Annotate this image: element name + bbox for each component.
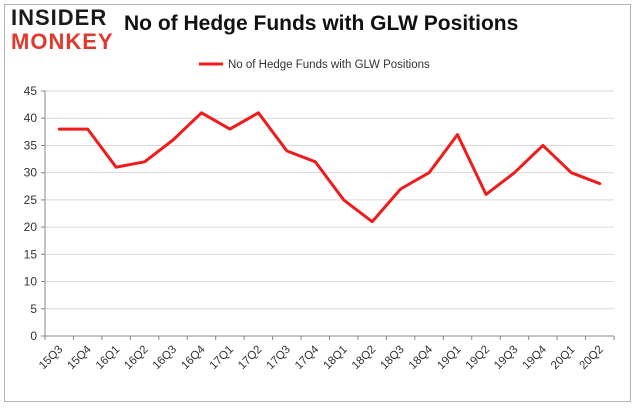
x-tick-label: 17Q1 — [208, 344, 236, 372]
y-tick-label: 10 — [24, 275, 38, 289]
logo-line-1: INSIDER — [11, 5, 108, 30]
series-line-0 — [57, 111, 602, 224]
y-tick-label: 25 — [24, 193, 38, 207]
x-tick-label: 16Q2 — [122, 344, 150, 372]
x-tick-label: 19Q3 — [492, 344, 520, 372]
x-tick-label: 20Q1 — [549, 344, 577, 372]
x-tick-label: 19Q1 — [435, 344, 463, 372]
x-tick-label: 17Q4 — [293, 343, 322, 372]
y-tick-label: 5 — [30, 302, 37, 316]
y-tick-labels: 0 5 10 15 20 25 30 35 40 45 — [24, 84, 38, 343]
axes — [41, 90, 615, 340]
y-tick-label: 15 — [24, 247, 38, 261]
x-tick-label: 15Q3 — [37, 344, 65, 372]
y-tick-label: 40 — [24, 111, 38, 125]
x-tick-label: 17Q2 — [236, 344, 264, 372]
y-tick-label: 45 — [24, 84, 38, 98]
x-tick-label: 16Q3 — [151, 344, 179, 372]
x-tick-label: 18Q4 — [407, 343, 436, 372]
legend-label: No of Hedge Funds with GLW Positions — [228, 59, 430, 71]
x-tick-label: 17Q3 — [265, 344, 293, 372]
x-tick-label: 18Q3 — [378, 344, 406, 372]
x-tick-label: 18Q2 — [350, 344, 378, 372]
series-group — [57, 111, 602, 224]
x-tick-label: 15Q4 — [65, 343, 94, 372]
x-tick-label: 16Q1 — [94, 344, 122, 372]
legend: No of Hedge Funds with GLW Positions — [199, 59, 430, 71]
x-tick-label: 16Q4 — [179, 343, 208, 372]
x-tick-labels: 15Q3 15Q4 16Q1 16Q2 16Q3 16Q4 17Q1 17Q2 17Q3 17Q4… — [37, 343, 606, 372]
x-tick-label: 20Q2 — [578, 344, 606, 372]
y-tick-label: 20 — [24, 220, 38, 234]
y-tick-label: 30 — [24, 166, 38, 180]
logo-line-2: MONKEY — [11, 29, 114, 54]
y-tick-label: 0 — [30, 329, 37, 343]
x-tick-label: 19Q2 — [464, 344, 492, 372]
chart-title: No of Hedge Funds with GLW Positions — [124, 12, 519, 35]
gridlines — [45, 90, 614, 310]
y-tick-label: 35 — [24, 138, 38, 152]
x-tick-label: 18Q1 — [321, 344, 349, 372]
insider-monkey-logo: INSIDER MONKEY — [11, 6, 121, 56]
x-tick-label: 19Q4 — [521, 343, 550, 372]
